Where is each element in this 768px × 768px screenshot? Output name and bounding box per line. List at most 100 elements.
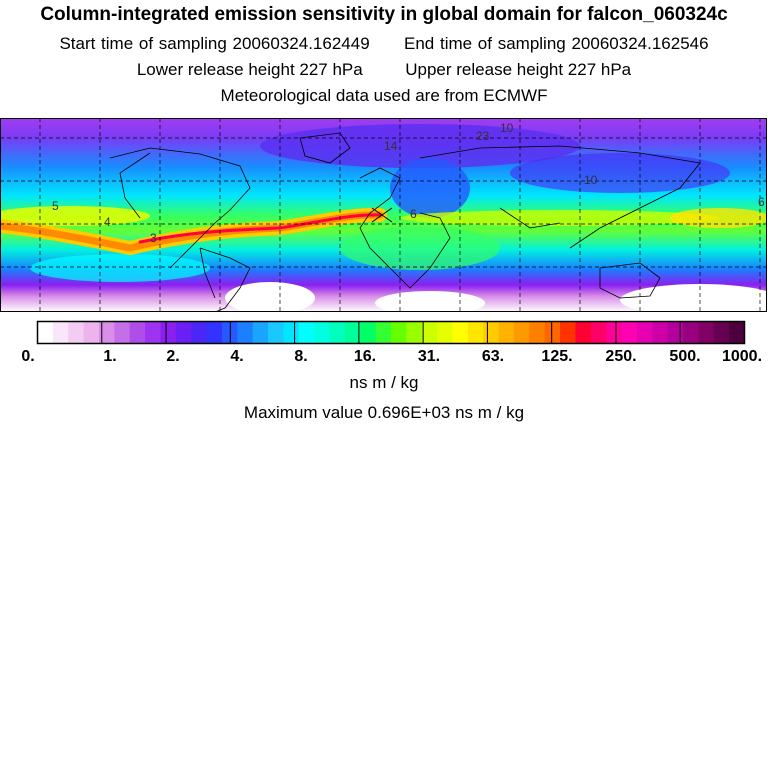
siberia-region — [510, 153, 730, 193]
graticule — [0, 118, 767, 312]
antarctic-white-west — [225, 282, 315, 312]
colorbar-tick-label: 1. — [103, 348, 116, 365]
colorbar-swatch — [698, 321, 715, 344]
contour-label: 3 — [150, 231, 157, 245]
colorbar-swatch — [575, 321, 592, 344]
contour-label: 5 — [52, 199, 59, 213]
release-heights: Lower release height 227 hPa Upper relea… — [0, 60, 768, 80]
sampling-times: Start time of sampling 20060324.162449 E… — [0, 34, 768, 54]
colorbar-swatch — [729, 321, 745, 344]
colorbar-swatch — [544, 321, 561, 344]
receptor-marker — [371, 207, 393, 223]
colorbar-swatch — [606, 321, 623, 344]
contour-label: 10 — [584, 173, 598, 187]
met-data-note: Meteorological data used are from ECMWF — [220, 86, 548, 105]
colorbar-swatch — [329, 321, 346, 344]
colorbar-swatch — [283, 321, 300, 344]
europe-africa-coast — [359, 167, 451, 289]
colorbar-tick-label: 2. — [166, 348, 179, 365]
colorbar-swatch — [252, 321, 269, 344]
colorbar-swatch — [421, 321, 438, 344]
north-america-coast — [109, 147, 251, 269]
colorbar-dividers — [101, 321, 681, 344]
colorbar-swatch — [667, 321, 684, 344]
coastlines — [109, 132, 701, 312]
colorbar-swatch — [375, 321, 392, 344]
upper-height: Upper release height 227 hPa — [405, 60, 632, 79]
colorbar-tick-label: 1000. — [722, 348, 762, 365]
lower-height: Lower release height 227 hPa — [136, 60, 363, 79]
colorbar-swatch — [298, 321, 315, 344]
colorbar-swatch — [437, 321, 453, 344]
colorbar-swatch — [452, 321, 469, 344]
colorbar-swatch — [37, 321, 54, 344]
colorbar-tick-label: 8. — [294, 348, 307, 365]
colorbar-swatch — [513, 321, 530, 344]
australia-coast — [599, 262, 661, 299]
colorbar-swatch — [344, 321, 361, 344]
colorbar-swatch — [483, 321, 500, 344]
colorbar-swatch — [652, 321, 669, 344]
colorbar-swatch — [68, 321, 85, 344]
start-time: Start time of sampling 20060324.162449 — [59, 34, 370, 53]
colorbar-swatch — [160, 321, 177, 344]
colorbar-swatch — [391, 321, 407, 344]
colorbar-swatch — [467, 321, 484, 344]
colorbar-tick-label: 63. — [482, 348, 504, 365]
atlantic-blue-region — [390, 158, 470, 218]
africa-green — [340, 226, 500, 270]
colorbar-swatch — [237, 321, 254, 344]
map-frame — [0, 118, 767, 312]
colorbar: 0. 1. 2. 4. 8. 16. 31. 63. 125. 250. 500. 1000. — [21, 320, 762, 365]
colorbar-unit: ns m / kg — [349, 373, 419, 392]
colorbar-swatch — [191, 321, 208, 344]
contour-labels: 5 4 3 14 23 10 6 10 6 — [52, 121, 765, 245]
sensitivity-map: 5 4 3 14 23 10 6 10 6 — [0, 118, 767, 312]
colorbar-swatches — [37, 321, 745, 344]
south-america-coast — [199, 247, 251, 312]
colorbar-swatch — [360, 321, 377, 344]
colorbar-swatch — [529, 321, 546, 344]
colorbar-tick-label: 0. — [21, 348, 34, 365]
contour-label: 6 — [410, 207, 417, 221]
contour-label: 10 — [500, 121, 514, 135]
colorbar-tick-labels: 0. 1. 2. 4. 8. 16. 31. 63. 125. 250. 500. 1000. — [21, 348, 762, 365]
colorbar-swatch — [621, 321, 638, 344]
colorbar-swatch — [268, 321, 284, 344]
max-value: Maximum value 0.696E+03 ns m / kg — [243, 403, 525, 422]
colorbar-swatch — [175, 321, 192, 344]
colorbar-swatch — [145, 321, 161, 344]
colorbar-swatch — [314, 321, 331, 344]
colorbar-swatch — [406, 321, 423, 344]
colorbar-swatch — [683, 321, 699, 344]
colorbar-swatch — [206, 321, 223, 344]
colorbar-tick-label: 125. — [541, 348, 572, 365]
colorbar-swatch — [98, 321, 115, 344]
colorbar-swatch — [590, 321, 607, 344]
colorbar-tick-label: 250. — [605, 348, 636, 365]
contour-label: 4 — [104, 215, 111, 229]
colorbar-swatch — [636, 321, 653, 344]
pacific-yellow-band — [0, 206, 150, 226]
asia-yellow-band — [400, 210, 720, 226]
colorbar-swatch — [83, 321, 100, 344]
map-title: Column-integrated emission sensitivity i… — [40, 4, 728, 25]
colorbar-swatch — [713, 321, 730, 344]
colorbar-swatch — [560, 321, 576, 344]
contour-label: 23 — [476, 129, 490, 143]
colorbar-tick-label: 4. — [230, 348, 243, 365]
colorbar-swatch — [129, 321, 146, 344]
end-time: End time of sampling 20060324.162546 — [404, 34, 709, 53]
colorbar-frame — [36, 320, 746, 345]
colorbar-swatch — [498, 321, 515, 344]
colorbar-swatch — [52, 321, 69, 344]
colorbar-tick-label: 16. — [354, 348, 376, 365]
colorbar-swatch — [114, 321, 131, 344]
colorbar-tick-label: 31. — [418, 348, 440, 365]
east-pacific-yellow — [670, 208, 767, 228]
antarctic-white-mid — [375, 291, 485, 312]
colorbar-tick-label: 500. — [669, 348, 700, 365]
south-pacific-cyan — [30, 254, 210, 282]
contour-label: 14 — [384, 139, 398, 153]
antarctic-white-east — [620, 284, 767, 312]
